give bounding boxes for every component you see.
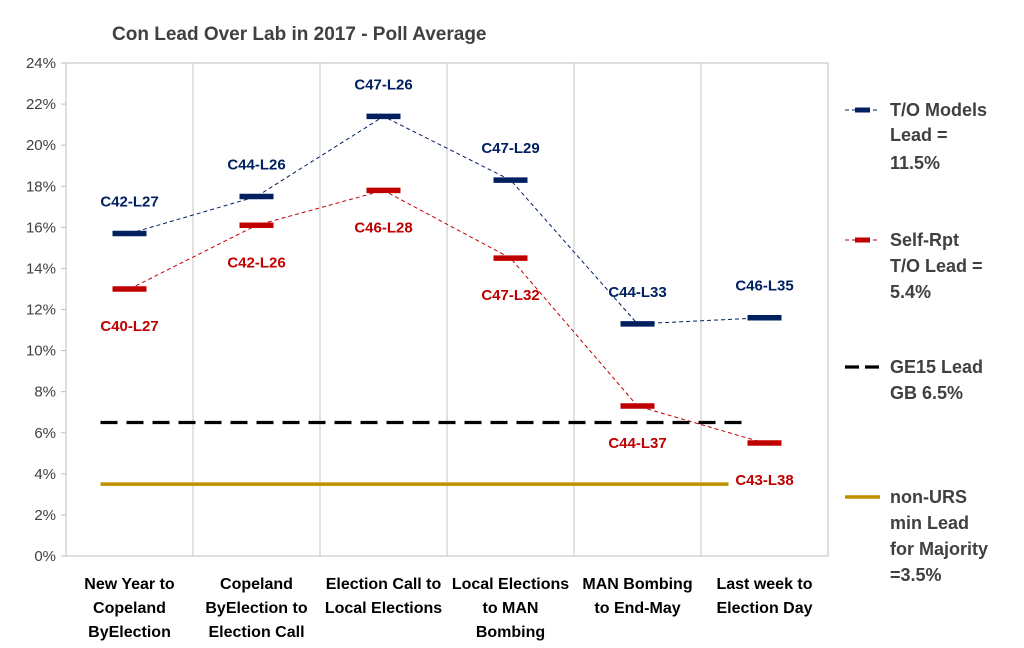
x-tick-label: MAN Bombing <box>582 576 692 593</box>
legend-label: T/O Models <box>890 100 987 120</box>
legend-label: Self-Rpt <box>890 230 959 250</box>
x-tick-label: to MAN <box>483 600 539 617</box>
data-label: C47-L29 <box>481 140 539 157</box>
legend-label: 5.4% <box>890 282 931 302</box>
x-tick-label: Local Elections <box>452 576 569 593</box>
y-tick-label: 8% <box>34 384 56 401</box>
y-tick-label: 0% <box>34 548 56 565</box>
y-tick-label: 2% <box>34 507 56 524</box>
legend: T/O Models Lead = 11.5% Self-Rpt T/O Lead = 5… <box>845 100 988 585</box>
legend-label: non-URS <box>890 487 967 507</box>
x-tick-label: Local Elections <box>325 600 442 617</box>
legend-label: T/O Lead = <box>890 256 983 276</box>
y-tick-label: 18% <box>26 178 56 195</box>
x-tick-label: ByElection <box>88 624 171 641</box>
legend-label: GB 6.5% <box>890 383 963 403</box>
x-tick-label: Copeland <box>93 600 166 617</box>
y-tick-label: 6% <box>34 425 56 442</box>
data-label: C47-L32 <box>481 287 539 304</box>
data-label: C44-L33 <box>608 284 666 301</box>
x-tick-label: Election Call to <box>326 576 442 593</box>
x-axis: New Year to Copeland ByElection Copeland ByE… <box>84 576 812 641</box>
data-label: C44-L37 <box>608 435 666 452</box>
y-tick-label: 24% <box>26 55 56 72</box>
gridlines <box>66 63 828 557</box>
data-label: C46-L35 <box>735 278 793 295</box>
chart-title: Con Lead Over Lab in 2017 - Poll Average <box>112 24 487 45</box>
data-label: C42-L27 <box>100 193 158 210</box>
y-tick-label: 22% <box>26 96 56 113</box>
y-tick-label: 10% <box>26 343 56 360</box>
data-label: C47-L26 <box>354 76 412 93</box>
y-axis: 0% 2% 4% 6% 8% 10% 12% 14% 16% 18% 20% 22% 24% <box>26 55 66 565</box>
x-tick-label: Last week to <box>716 576 812 593</box>
series-line <box>129 189 765 444</box>
x-tick-label: New Year to <box>84 576 175 593</box>
series-line <box>129 115 765 325</box>
y-tick-label: 20% <box>26 137 56 154</box>
x-tick-label: ByElection to <box>205 600 307 617</box>
legend-label: Lead = <box>890 125 948 145</box>
x-tick-label: Election Call <box>208 624 304 641</box>
y-tick-label: 12% <box>26 302 56 319</box>
data-label: C44-L26 <box>227 157 285 174</box>
legend-label: 11.5% <box>890 153 940 173</box>
legend-label: for Majority <box>890 539 988 559</box>
legend-label: =3.5% <box>890 565 942 585</box>
data-label: C42-L26 <box>227 254 285 271</box>
x-tick-label: Bombing <box>476 624 545 641</box>
y-tick-label: 4% <box>34 466 56 483</box>
legend-label: GE15 Lead <box>890 357 983 377</box>
data-label: C40-L27 <box>100 318 158 335</box>
data-label: C43-L38 <box>735 472 793 489</box>
y-tick-label: 16% <box>26 219 56 236</box>
series-layer: C42-L27 C44-L26 C47-L26 C47-L29 C44-L33 C46-L… <box>100 76 793 489</box>
x-tick-label: Copeland <box>220 576 293 593</box>
x-tick-label: to End-May <box>594 600 680 617</box>
y-tick-label: 14% <box>26 260 56 277</box>
legend-label: min Lead <box>890 513 969 533</box>
x-tick-label: Election Day <box>716 600 812 617</box>
data-label: C46-L28 <box>354 219 412 236</box>
